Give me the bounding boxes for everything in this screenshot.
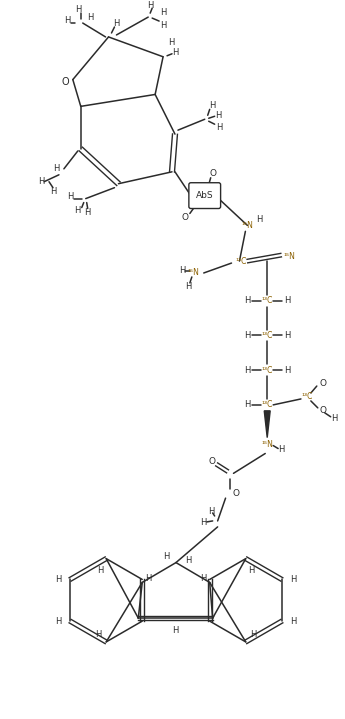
Text: ¹³C: ¹³C bbox=[262, 296, 273, 306]
Text: H: H bbox=[67, 192, 73, 201]
Text: H: H bbox=[163, 552, 169, 561]
Text: H: H bbox=[75, 206, 81, 215]
Text: H: H bbox=[168, 38, 174, 47]
Text: H: H bbox=[53, 165, 59, 173]
Text: ¹⁵N: ¹⁵N bbox=[261, 440, 273, 449]
Text: H: H bbox=[97, 566, 104, 575]
FancyBboxPatch shape bbox=[189, 183, 220, 209]
Text: H: H bbox=[76, 4, 82, 14]
Text: H: H bbox=[172, 48, 178, 58]
Text: H: H bbox=[95, 630, 101, 638]
Text: O: O bbox=[233, 489, 240, 498]
Text: H: H bbox=[200, 574, 207, 583]
Text: H: H bbox=[185, 283, 191, 291]
Text: H: H bbox=[250, 630, 257, 638]
Text: H: H bbox=[113, 19, 120, 27]
Text: O: O bbox=[319, 406, 326, 416]
Text: O: O bbox=[209, 169, 216, 178]
Text: H: H bbox=[256, 215, 263, 224]
Text: H: H bbox=[244, 331, 250, 340]
Text: ¹³C: ¹³C bbox=[262, 400, 273, 409]
Text: H: H bbox=[332, 414, 338, 423]
Text: H: H bbox=[209, 101, 216, 110]
Text: AbS: AbS bbox=[196, 191, 214, 200]
Text: H: H bbox=[172, 626, 179, 635]
Text: H: H bbox=[160, 21, 166, 29]
Text: H: H bbox=[244, 400, 250, 409]
Text: ¹⁵N: ¹⁵N bbox=[188, 268, 200, 278]
Text: H: H bbox=[147, 1, 154, 9]
Text: H: H bbox=[200, 518, 207, 528]
Text: ¹³C: ¹³C bbox=[236, 257, 247, 265]
Text: H: H bbox=[185, 556, 191, 565]
Text: H: H bbox=[244, 366, 250, 375]
Text: ¹⁵N: ¹⁵N bbox=[241, 221, 253, 230]
Text: H: H bbox=[284, 331, 290, 340]
Text: H: H bbox=[64, 16, 70, 24]
Polygon shape bbox=[264, 411, 270, 438]
Text: H: H bbox=[179, 267, 185, 275]
Text: H: H bbox=[85, 208, 91, 217]
Text: H: H bbox=[215, 111, 222, 120]
Text: H: H bbox=[208, 506, 215, 516]
Text: H: H bbox=[290, 575, 297, 584]
Text: H: H bbox=[278, 445, 284, 454]
Text: ¹³C: ¹³C bbox=[301, 393, 313, 401]
Text: H: H bbox=[284, 296, 290, 306]
Text: O: O bbox=[61, 76, 69, 86]
Text: H: H bbox=[55, 575, 61, 584]
Text: ¹³C: ¹³C bbox=[262, 366, 273, 375]
Text: O: O bbox=[319, 379, 326, 388]
Text: H: H bbox=[38, 178, 44, 186]
Text: H: H bbox=[50, 187, 56, 196]
Text: H: H bbox=[145, 574, 151, 583]
Text: O: O bbox=[208, 457, 215, 466]
Text: H: H bbox=[216, 123, 223, 132]
Text: H: H bbox=[248, 566, 255, 575]
Text: H: H bbox=[88, 13, 94, 22]
Text: H: H bbox=[290, 617, 297, 626]
Text: O: O bbox=[181, 213, 188, 222]
Text: H: H bbox=[55, 617, 61, 626]
Text: ¹⁵N: ¹⁵N bbox=[283, 252, 295, 260]
Text: ¹³C: ¹³C bbox=[262, 331, 273, 340]
Text: H: H bbox=[160, 8, 166, 17]
Text: H: H bbox=[284, 366, 290, 375]
Text: H: H bbox=[244, 296, 250, 306]
